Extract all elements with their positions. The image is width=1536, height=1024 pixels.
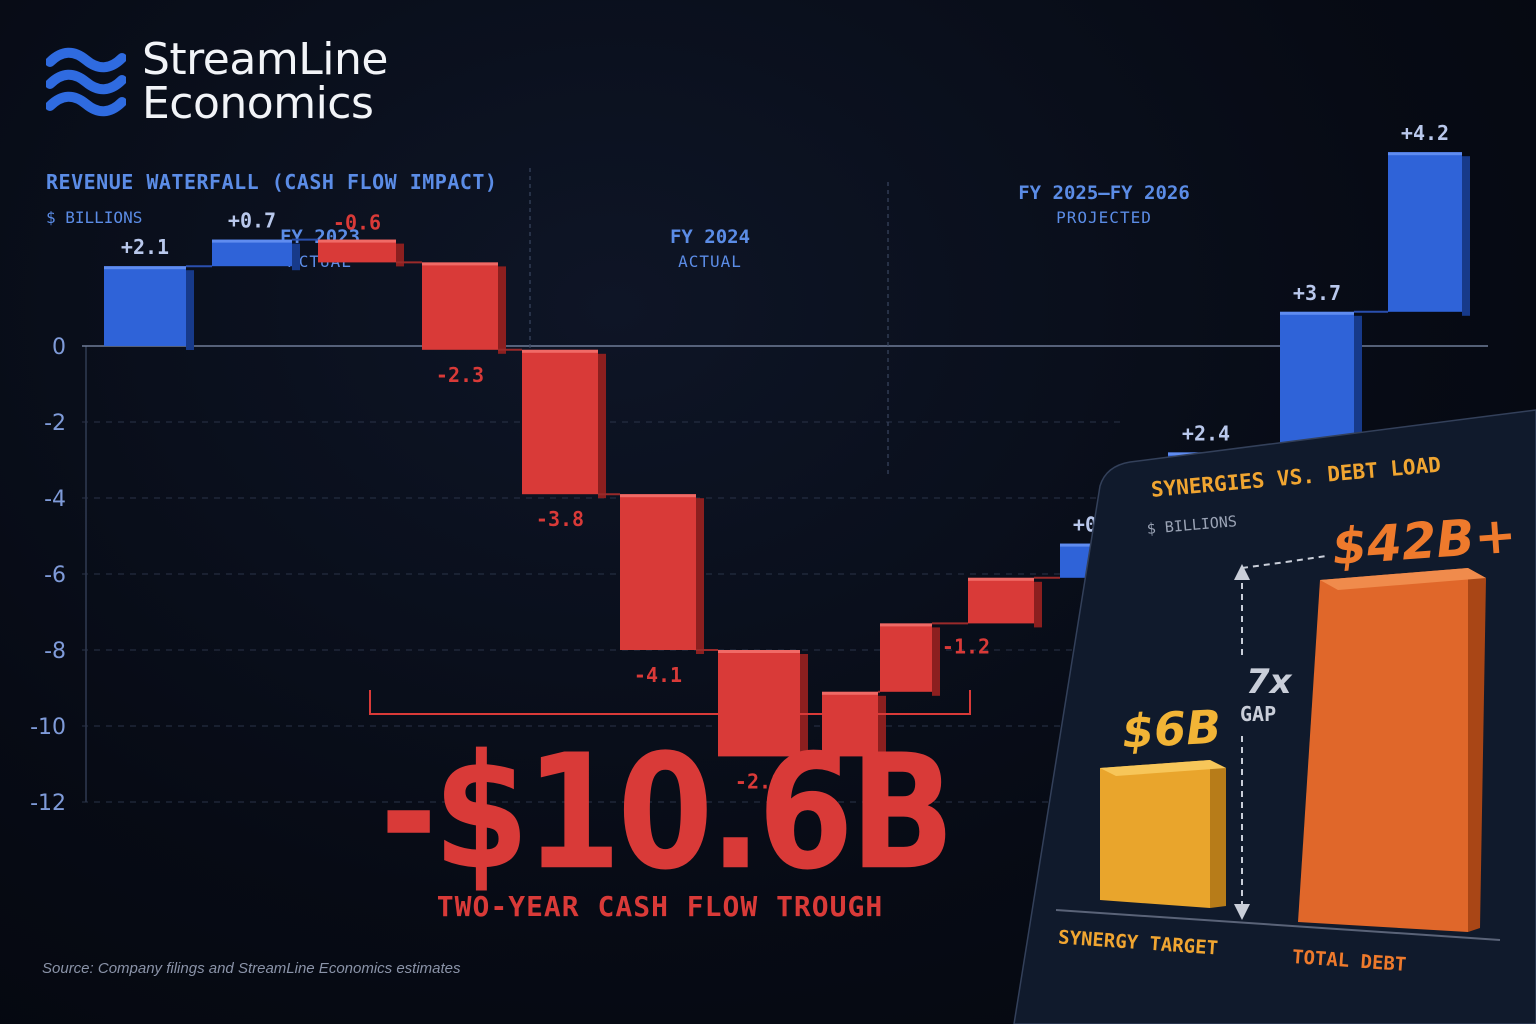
debt-bar [1298, 568, 1486, 932]
gap-multiple: 7x [1246, 662, 1292, 702]
waterfall-bar-highlight [880, 623, 932, 627]
waterfall-value-label: +3.7 [1293, 281, 1341, 305]
period-fy2025-2026: FY 2025–FY 2026 PROJECTED [974, 182, 1234, 227]
waterfall-value-label: -3.8 [536, 507, 584, 531]
waterfall-bar [104, 266, 186, 346]
waterfall-bar-side [1462, 156, 1470, 316]
waterfall-bar [822, 691, 878, 757]
waterfall-bar-side [396, 243, 404, 267]
waterfall-bar-side [932, 627, 940, 696]
brand-line-1: StreamLine [142, 34, 388, 85]
waterfall-bar-side [1034, 581, 1042, 628]
period-fy2024-status: ACTUAL [678, 252, 742, 271]
period-fy2024-year: FY 2024 [669, 226, 751, 248]
waterfall-value-label: -1.2 [942, 634, 990, 658]
period-fy2024: FY 2024 ACTUAL [580, 226, 840, 271]
waterfall-bar-highlight [104, 266, 186, 270]
waterfall-bar-highlight [1280, 311, 1354, 315]
waterfall-value-label: -0.6 [333, 211, 381, 235]
gap-word: GAP [1240, 702, 1277, 726]
waterfall-bar [718, 650, 800, 757]
period-fy2025-2026-status: PROJECTED [1056, 208, 1152, 227]
waterfall-bar-highlight [522, 349, 598, 353]
waterfall-bar [880, 623, 932, 692]
waterfall-bar-highlight [422, 262, 498, 266]
labels-layer: 0 -2 -4 -6 -8 -10 -12 +2.1 +0.7 -0.6 -2.3 -3.8 -4.1 -… [30, 121, 1449, 816]
waterfall-bar-side [498, 266, 506, 354]
waterfall-bar-side [800, 654, 808, 761]
chart-unit: $ BILLIONS [46, 208, 143, 227]
y-tick-label: -10 [30, 715, 66, 740]
y-tick-label: -12 [30, 791, 66, 816]
waterfall-bar [422, 262, 498, 350]
synergy-bar [1100, 760, 1226, 908]
waterfall-bar [1280, 311, 1354, 453]
waterfall-bar-side [878, 695, 886, 761]
gap-arrow [1234, 555, 1327, 920]
y-tick-label: 0 [52, 335, 66, 360]
waterfall-bar [1388, 152, 1462, 312]
waterfall-bar [968, 577, 1034, 624]
waterfall-bar-highlight [318, 239, 396, 243]
waterfall-bar-highlight [718, 650, 800, 653]
brand-name: StreamLine Economics [142, 38, 388, 126]
waterfall-value-label: +2.4 [1182, 421, 1230, 445]
waterfall-bar-side [598, 353, 606, 499]
waterfall-bar-side [1354, 315, 1362, 457]
waves-icon [46, 47, 126, 117]
waterfall-value-label: -2.8 [735, 769, 783, 793]
waterfall-value-label: +0.7 [228, 209, 276, 233]
y-tick-label: -6 [44, 563, 66, 588]
waterfall-bar-highlight [822, 691, 878, 695]
period-fy2025-2026-years: FY 2025–FY 2026 [1018, 182, 1190, 204]
brand: StreamLine Economics [46, 38, 388, 126]
source-note: Source: Company filings and StreamLine E… [42, 960, 461, 977]
waterfall-value-label: +2.1 [121, 235, 169, 259]
inset-baseline [1055, 909, 1501, 941]
y-tick-label: -4 [44, 487, 66, 512]
waterfall-bar [212, 239, 292, 267]
waterfall-bar-side [696, 498, 704, 654]
trough-label: TWO-YEAR CASH FLOW TROUGH [436, 890, 884, 923]
waterfall-bar-highlight [212, 239, 292, 243]
waterfall-bar-highlight [968, 577, 1034, 581]
waterfall-bar-side [186, 270, 194, 350]
chart-title: REVENUE WATERFALL (CASH FLOW IMPACT) [46, 170, 498, 194]
trough-value: -$10.6B [380, 720, 955, 906]
waterfall-bar-highlight [620, 494, 696, 498]
waterfall-value-label: +4.2 [1401, 121, 1449, 145]
waterfall-bar-side [292, 243, 300, 271]
synergy-value-label: $6B [1120, 699, 1223, 759]
waterfall-bar [522, 349, 598, 495]
waterfall-bar [318, 239, 396, 263]
waterfall-value-label: -4.1 [634, 663, 682, 687]
waterfall-bar [620, 494, 696, 650]
trough-bracket [369, 690, 971, 715]
y-tick-label: -2 [44, 411, 66, 436]
y-tick-label: -8 [44, 639, 66, 664]
waterfall-bar-highlight [1388, 152, 1462, 156]
brand-line-2: Economics [142, 78, 374, 129]
waterfall-value-label: -2.3 [436, 363, 484, 387]
